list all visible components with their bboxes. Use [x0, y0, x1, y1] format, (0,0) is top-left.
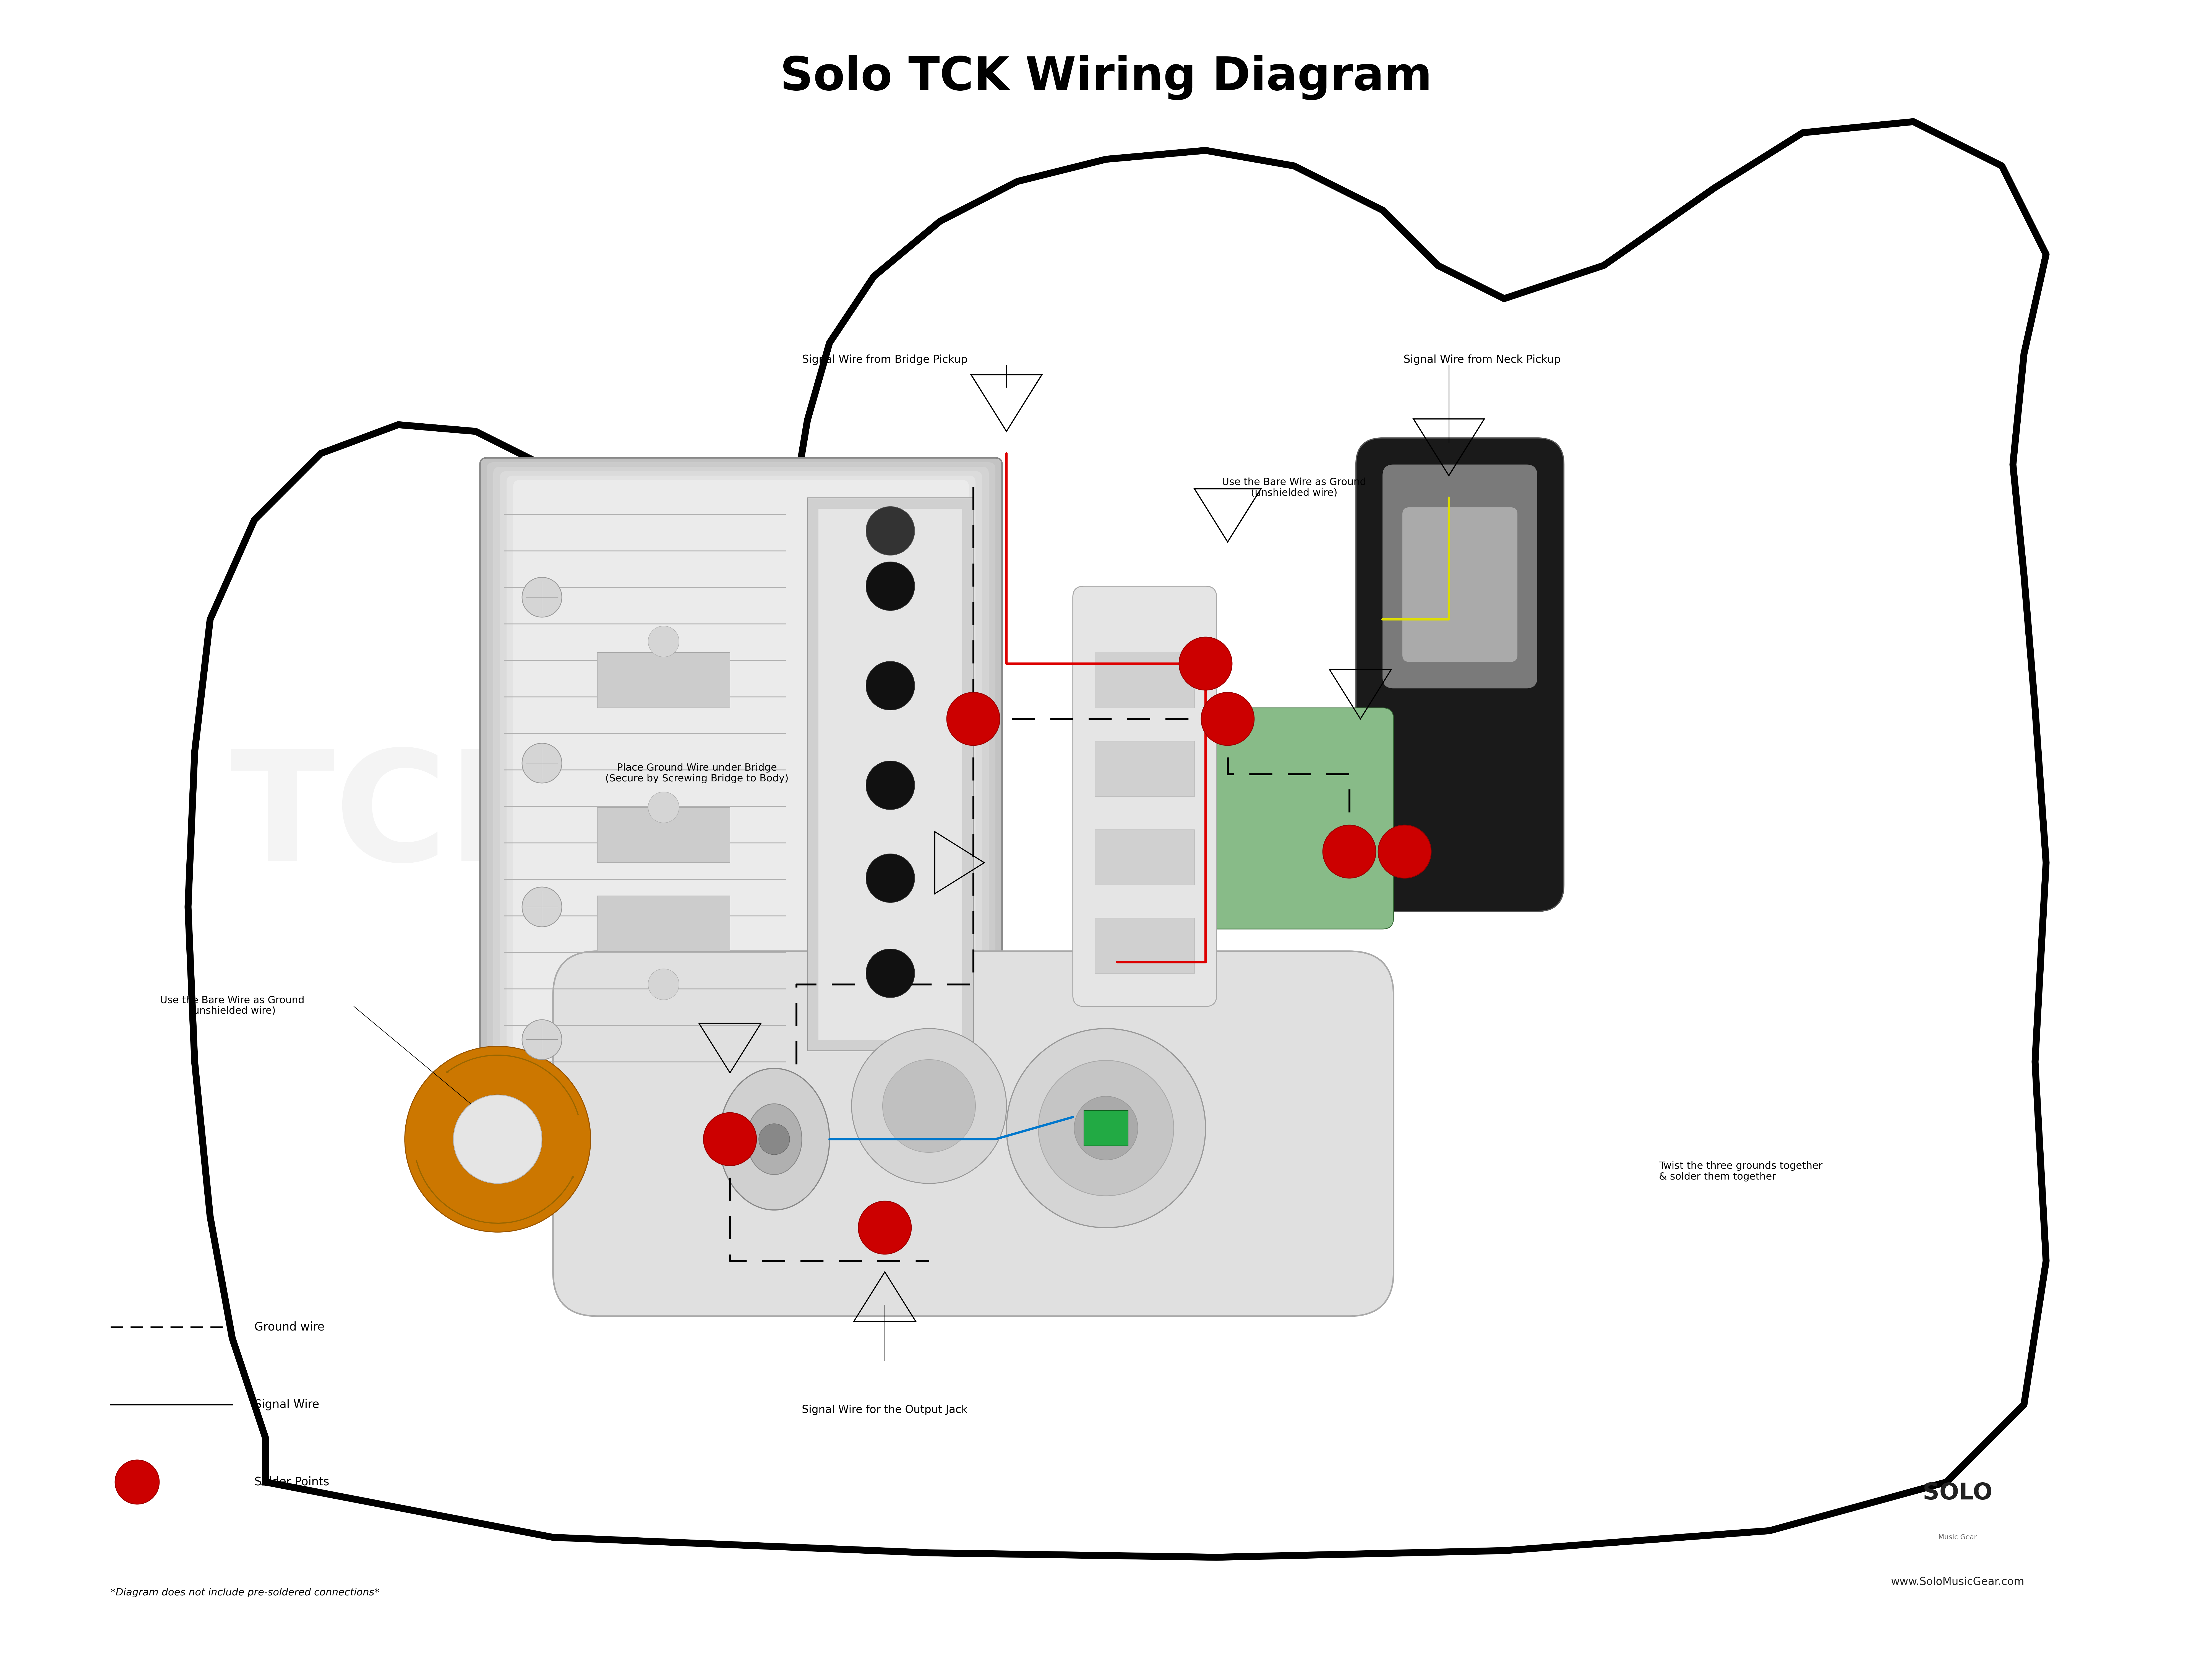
Text: *Diagram does not include pre-soldered connections*: *Diagram does not include pre-soldered c…	[111, 1588, 378, 1598]
Circle shape	[522, 743, 562, 783]
Circle shape	[648, 969, 679, 1000]
Bar	[597, 808, 730, 863]
FancyBboxPatch shape	[1402, 508, 1517, 662]
Bar	[1084, 1110, 1128, 1146]
Bar	[1095, 830, 1194, 884]
Circle shape	[522, 1020, 562, 1060]
FancyBboxPatch shape	[480, 458, 1002, 1090]
Wedge shape	[405, 1047, 591, 1233]
Circle shape	[1006, 1029, 1206, 1228]
FancyBboxPatch shape	[487, 463, 995, 1087]
Bar	[1095, 652, 1194, 708]
Bar	[597, 896, 730, 951]
Circle shape	[947, 692, 1000, 745]
Circle shape	[453, 1095, 542, 1183]
FancyBboxPatch shape	[1106, 708, 1394, 929]
Text: Signal Wire from Neck Pickup: Signal Wire from Neck Pickup	[1402, 355, 1562, 365]
Bar	[1095, 742, 1194, 796]
Circle shape	[522, 888, 562, 927]
Text: Place Ground Wire under Bridge
(Secure by Screwing Bridge to Body): Place Ground Wire under Bridge (Secure b…	[606, 763, 787, 783]
Circle shape	[115, 1460, 159, 1505]
Bar	[1095, 917, 1194, 974]
Circle shape	[703, 1113, 757, 1166]
FancyBboxPatch shape	[513, 479, 969, 1068]
Text: Ground wire: Ground wire	[254, 1321, 325, 1334]
Ellipse shape	[748, 1103, 801, 1175]
FancyBboxPatch shape	[1383, 465, 1537, 688]
Text: Signal Wire: Signal Wire	[254, 1399, 319, 1410]
Circle shape	[1323, 825, 1376, 878]
Text: Signal Wire for the Output Jack: Signal Wire for the Output Jack	[803, 1405, 967, 1415]
Text: Solo TCK Wiring Diagram: Solo TCK Wiring Diagram	[781, 55, 1431, 100]
Bar	[818, 509, 962, 1040]
Text: Use the Bare Wire as Ground
(unshielded wire): Use the Bare Wire as Ground (unshielded …	[159, 995, 305, 1015]
FancyBboxPatch shape	[507, 476, 975, 1073]
Circle shape	[852, 1029, 1006, 1183]
Text: Use the Bare Wire as Ground
(unshielded wire): Use the Bare Wire as Ground (unshielded …	[1221, 478, 1367, 498]
Circle shape	[867, 854, 916, 902]
Circle shape	[1378, 825, 1431, 878]
FancyBboxPatch shape	[553, 951, 1394, 1316]
Circle shape	[648, 625, 679, 657]
Circle shape	[1037, 1060, 1175, 1196]
Bar	[807, 498, 973, 1050]
Circle shape	[1075, 1097, 1137, 1160]
Text: Solder Points: Solder Points	[254, 1477, 330, 1488]
Bar	[597, 652, 730, 708]
Circle shape	[867, 506, 916, 556]
Text: SOLO: SOLO	[1922, 1481, 1993, 1505]
Text: Music Gear: Music Gear	[1938, 1535, 1978, 1541]
Text: TCK: TCK	[230, 743, 566, 893]
Ellipse shape	[719, 1068, 830, 1209]
FancyBboxPatch shape	[500, 471, 982, 1077]
FancyBboxPatch shape	[493, 466, 989, 1082]
Circle shape	[1179, 637, 1232, 690]
Circle shape	[867, 662, 916, 710]
Circle shape	[759, 1123, 790, 1155]
Circle shape	[867, 761, 916, 810]
Circle shape	[1201, 692, 1254, 745]
Circle shape	[867, 949, 916, 997]
Text: Signal Wire from Bridge Pickup: Signal Wire from Bridge Pickup	[803, 355, 967, 365]
Circle shape	[522, 577, 562, 617]
FancyBboxPatch shape	[1073, 586, 1217, 1007]
Circle shape	[883, 1060, 975, 1153]
FancyBboxPatch shape	[1356, 438, 1564, 911]
Circle shape	[858, 1201, 911, 1254]
Text: www.SoloMusicGear.com: www.SoloMusicGear.com	[1891, 1576, 2024, 1586]
Text: Twist the three grounds together
& solder them together: Twist the three grounds together & solde…	[1659, 1161, 1823, 1181]
Circle shape	[648, 791, 679, 823]
Circle shape	[867, 562, 916, 611]
